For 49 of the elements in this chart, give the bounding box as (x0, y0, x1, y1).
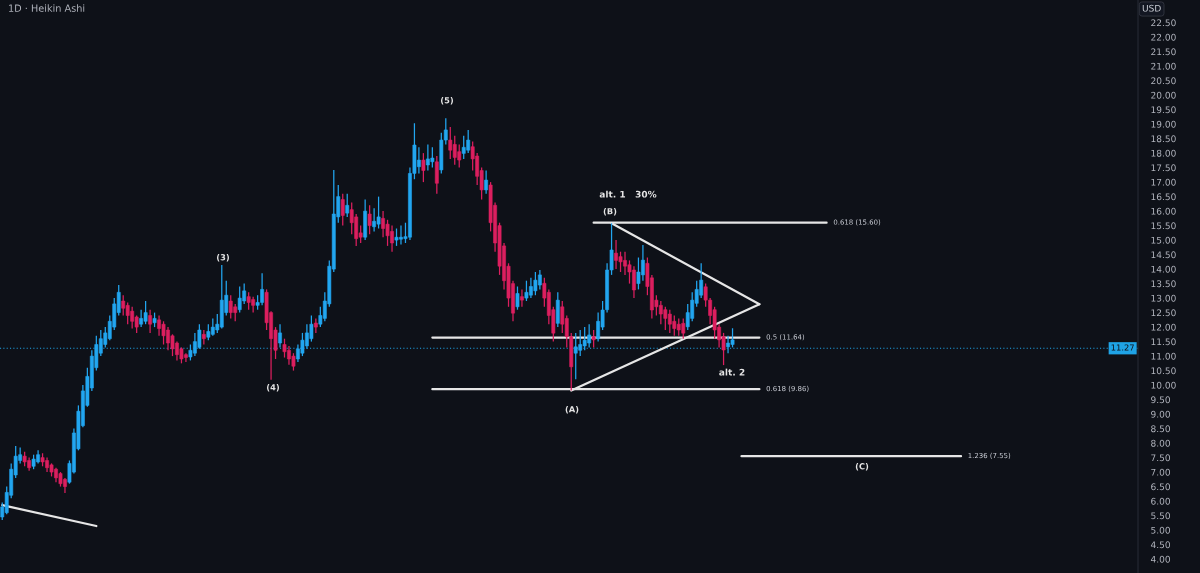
y-tick-label: 19.00 (1151, 120, 1176, 128)
y-tick-label: 7.50 (1151, 454, 1170, 462)
annotation: (C) (855, 462, 869, 471)
y-tick-label: 4.00 (1150, 555, 1170, 563)
y-tick-label: 5.50 (1151, 512, 1170, 520)
y-tick-label: 18.00 (1151, 149, 1176, 157)
y-tick-label: 6.00 (1151, 497, 1170, 505)
y-tick-label: 5.00 (1151, 526, 1170, 534)
y-tick-label: 10.50 (1151, 367, 1176, 375)
y-tick-label: 20.50 (1151, 77, 1176, 85)
annotation: (4) (267, 383, 279, 392)
y-tick-label: 10.00 (1151, 381, 1176, 389)
y-tick-label: 14.50 (1151, 251, 1176, 259)
y-tick-label: 8.00 (1151, 439, 1170, 447)
y-tick-label: 11.50 (1151, 338, 1176, 346)
y-tick-label: 9.50 (1151, 396, 1170, 404)
chart-title: 1D · Heikin Ashi (9, 4, 85, 12)
y-tick-label: 9.00 (1151, 410, 1170, 418)
annotation: (A) (565, 405, 579, 414)
y-tick-label: 18.50 (1151, 135, 1176, 143)
y-tick-label: 13.50 (1151, 280, 1176, 288)
annotation: (3) (217, 253, 229, 262)
annotation: (5) (441, 96, 453, 105)
y-tick-label: 4.50 (1150, 541, 1170, 549)
y-tick-label: 8.50 (1151, 425, 1170, 433)
y-tick-label: 22.00 (1151, 33, 1176, 41)
y-tick-label: 7.00 (1151, 468, 1170, 476)
ref-line-label: 11.27 (1111, 344, 1134, 351)
y-tick-label: 16.50 (1151, 193, 1176, 201)
y-tick-label: 16.00 (1151, 207, 1176, 215)
y-tick-label: 20.00 (1151, 91, 1176, 99)
y-tick-label: 17.00 (1151, 178, 1176, 186)
y-tick-label: 13.00 (1151, 294, 1176, 302)
y-tick-label: 12.00 (1151, 323, 1176, 331)
annotation: (B) (603, 207, 617, 216)
y-tick-label: 6.50 (1151, 483, 1170, 491)
y-tick-label: 14.00 (1151, 265, 1176, 273)
y-tick-label: 12.50 (1151, 309, 1176, 317)
y-axis-title: USD (1142, 4, 1161, 12)
y-tick-label: 15.50 (1151, 222, 1176, 230)
y-tick-label: 21.50 (1151, 48, 1176, 56)
annotation: alt. 1 30% (599, 190, 657, 198)
annotation: alt. 2 (719, 368, 745, 376)
y-tick-label: 22.50 (1151, 19, 1176, 27)
y-tick-label: 19.50 (1151, 106, 1176, 114)
y-tick-label: 21.00 (1151, 62, 1176, 70)
y-tick-label: 17.50 (1151, 164, 1176, 172)
y-tick-label: 11.00 (1151, 352, 1176, 360)
y-tick-label: 15.00 (1151, 236, 1176, 244)
